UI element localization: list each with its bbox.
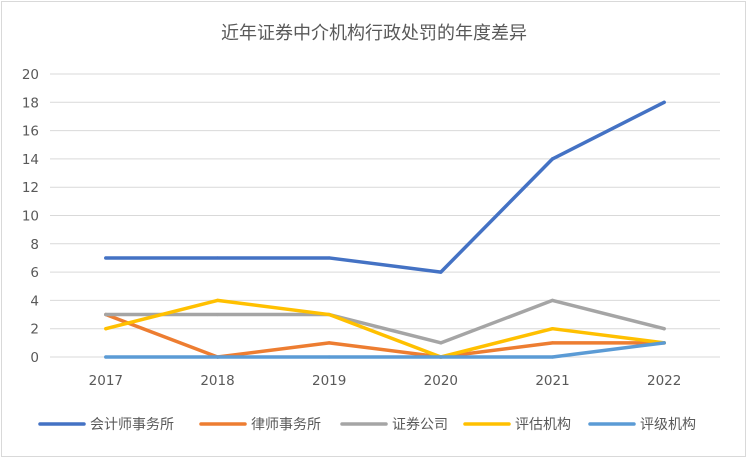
data-point xyxy=(327,341,331,345)
data-point xyxy=(327,312,331,317)
y-tick-label: 4 xyxy=(30,293,39,309)
series-line-1 xyxy=(104,100,666,274)
legend-label: 会计师事务所 xyxy=(90,417,174,433)
data-point xyxy=(104,312,108,317)
data-point xyxy=(662,100,666,104)
data-point xyxy=(439,341,443,345)
series-line-5 xyxy=(104,341,666,359)
data-point xyxy=(327,256,331,260)
y-tick-label: 2 xyxy=(30,322,39,338)
data-point xyxy=(104,327,108,331)
data-point xyxy=(550,327,555,331)
data-point xyxy=(439,355,443,359)
data-point xyxy=(327,355,331,359)
x-tick-label: 2019 xyxy=(312,373,346,389)
x-tick-label: 2020 xyxy=(424,373,458,389)
x-tick-label: 2018 xyxy=(200,373,234,389)
y-tick-label: 18 xyxy=(22,95,39,111)
legend-label: 评级机构 xyxy=(640,417,696,433)
data-point xyxy=(104,355,108,359)
data-point xyxy=(550,355,555,359)
chart-title: 近年证券中介机构行政处罚的年度差异 xyxy=(221,23,527,44)
y-tick-label: 16 xyxy=(22,124,39,140)
x-tick-label: 2021 xyxy=(535,373,569,389)
data-point xyxy=(215,355,220,359)
data-point xyxy=(662,327,666,331)
series-line-3 xyxy=(104,298,666,345)
data-point xyxy=(215,298,220,302)
y-tick-label: 12 xyxy=(22,180,39,196)
data-point xyxy=(215,256,220,260)
y-tick-label: 14 xyxy=(22,152,39,168)
y-tick-label: 10 xyxy=(22,209,39,225)
data-point xyxy=(104,256,108,260)
legend-label: 评估机构 xyxy=(515,417,571,433)
data-point xyxy=(550,341,555,345)
legend-label: 证券公司 xyxy=(392,417,448,433)
data-point xyxy=(662,341,666,345)
x-axis: 2017 2018 2019 2020 2021 2022 xyxy=(89,373,682,389)
y-tick-label: 8 xyxy=(30,237,39,253)
y-tick-label: 0 xyxy=(30,350,39,366)
x-tick-label: 2017 xyxy=(89,373,123,389)
y-tick-label: 20 xyxy=(22,67,39,83)
x-tick-label: 2022 xyxy=(647,373,681,389)
series-line-2 xyxy=(104,312,666,359)
data-point xyxy=(439,270,443,274)
y-tick-label: 6 xyxy=(30,265,39,281)
legend: 会计师事务所 律师事务所 证券公司 评估机构 评级机构 xyxy=(38,417,696,433)
data-point xyxy=(215,312,220,317)
data-point xyxy=(550,298,555,302)
data-point xyxy=(550,157,555,161)
legend-label: 律师事务所 xyxy=(251,417,321,433)
series-line-4 xyxy=(104,298,666,359)
series-layer xyxy=(104,100,666,359)
y-axis: 0 2 4 6 8 10 12 14 16 18 20 xyxy=(22,67,39,366)
